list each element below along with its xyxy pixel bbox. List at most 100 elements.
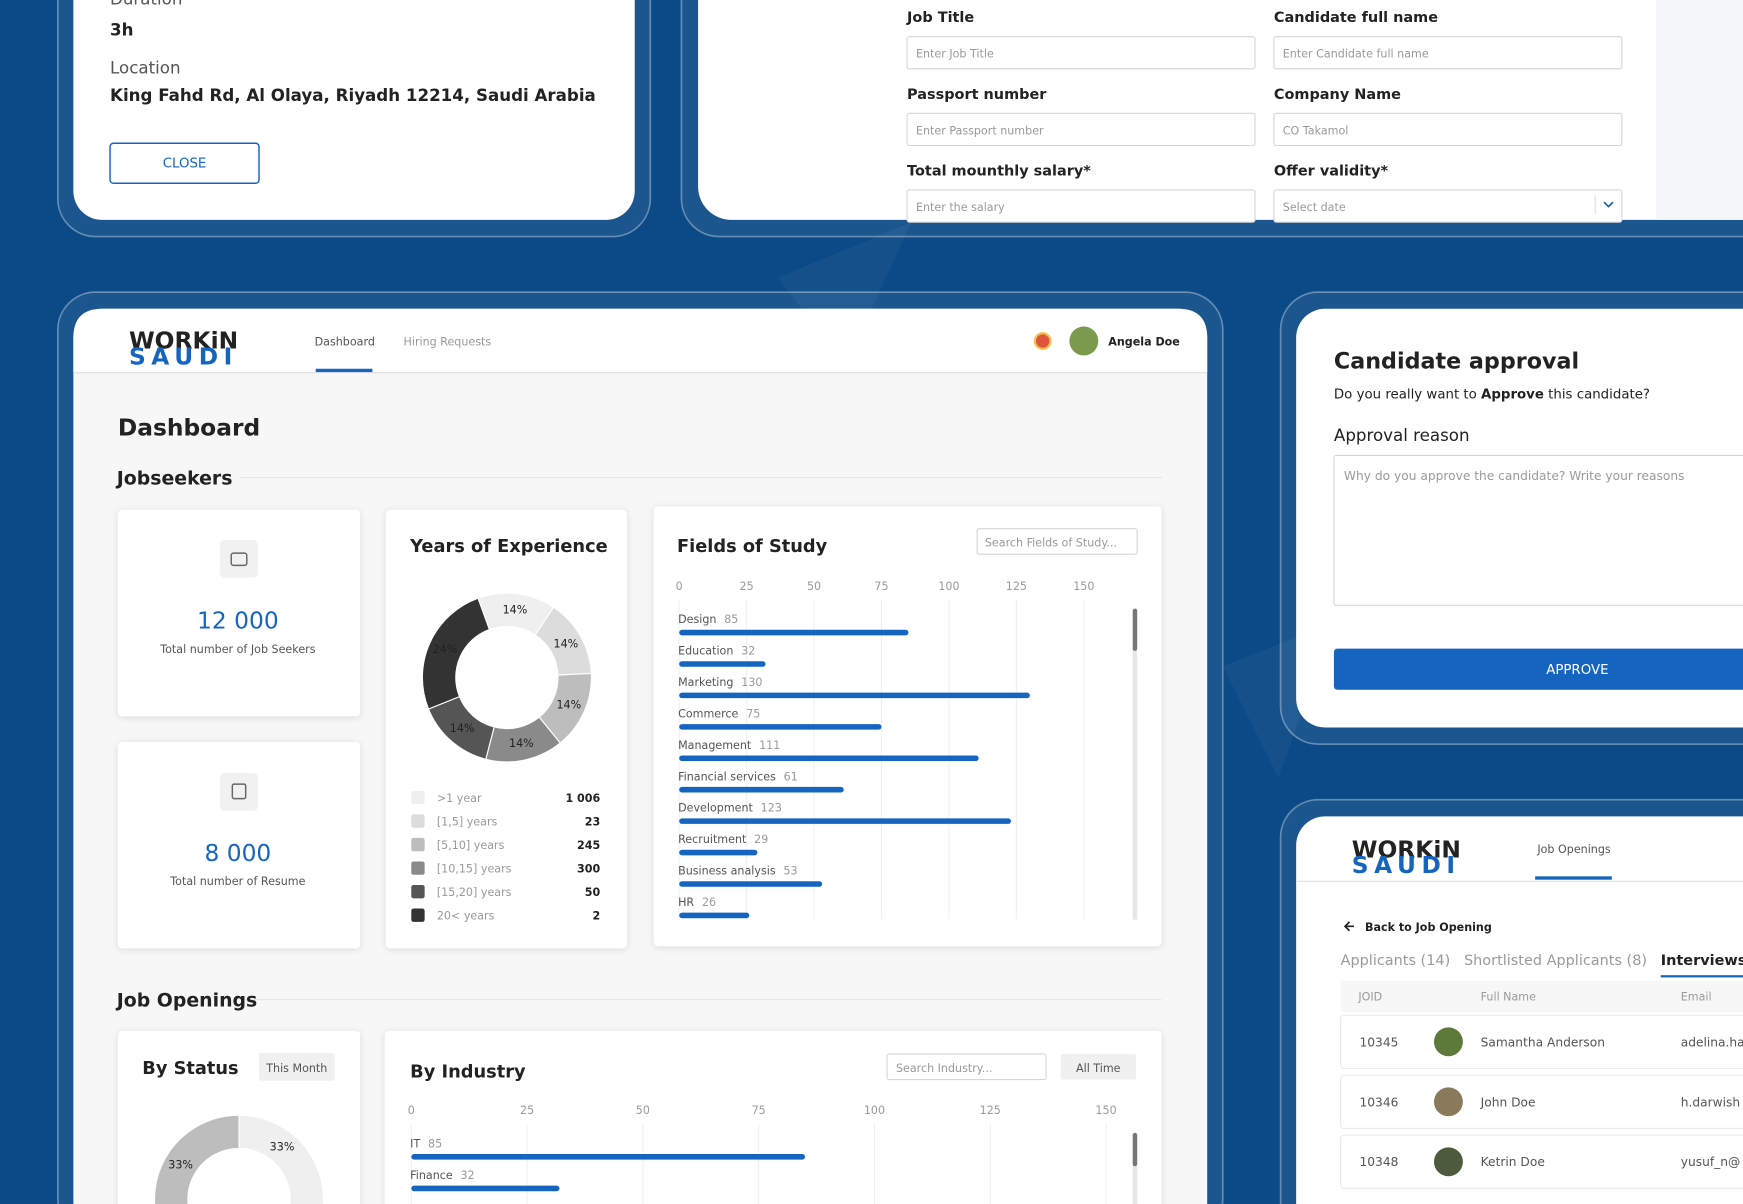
- input-placeholder[interactable]: Enter Passport number: [916, 124, 1044, 137]
- approve-button[interactable]: [1333, 648, 1743, 690]
- bar-value: 32: [741, 645, 755, 658]
- table-row: [1340, 1014, 1743, 1070]
- language-flag[interactable]: [1033, 332, 1052, 350]
- button-label[interactable]: CLOSE: [163, 157, 207, 172]
- legend-label: [5,10] years: [437, 839, 505, 852]
- question-part: this candidate?: [1544, 388, 1650, 403]
- form-label: Total mounthly salary*: [907, 163, 1091, 179]
- user-name[interactable]: Angela Doe: [1108, 335, 1180, 348]
- logo-top: WORKiN: [129, 327, 238, 355]
- nav-underline: [315, 368, 373, 373]
- resume-icon: [231, 783, 247, 800]
- close-button[interactable]: [109, 142, 260, 184]
- slice-label: 14%: [509, 737, 534, 750]
- legend-count: 2: [593, 910, 601, 923]
- table-cell: yusuf_n@: [1681, 1155, 1740, 1169]
- user-avatar[interactable]: [1069, 326, 1099, 356]
- bar: [679, 786, 844, 793]
- form-input[interactable]: [906, 189, 1256, 223]
- x-tick-label: 0: [676, 580, 683, 593]
- button-label[interactable]: This Month: [265, 1062, 327, 1075]
- period-button[interactable]: [259, 1052, 335, 1081]
- form-input[interactable]: [1273, 112, 1623, 147]
- x-tick-label: 125: [980, 1104, 1001, 1117]
- bar: [679, 755, 979, 762]
- form-label: Offer validity*: [1274, 163, 1389, 179]
- nav-item[interactable]: Hiring Requests: [404, 335, 492, 348]
- bar-value: 111: [759, 739, 780, 752]
- legend-swatch: [411, 885, 425, 899]
- form-input[interactable]: [906, 112, 1256, 147]
- question-part: Approve: [1481, 388, 1544, 403]
- tab[interactable]: Applicants (14): [1341, 953, 1451, 969]
- search-placeholder[interactable]: Search Industry...: [896, 1062, 992, 1075]
- input-placeholder[interactable]: Enter Candidate full name: [1283, 48, 1429, 61]
- stat-label: Total number of Job Seekers: [159, 643, 315, 656]
- slice-label: 14%: [503, 604, 528, 617]
- tab[interactable]: Shortlisted Applicants (8): [1464, 953, 1647, 969]
- form-input[interactable]: [906, 36, 1256, 70]
- scroll-thumb[interactable]: [1132, 1132, 1138, 1167]
- form-input[interactable]: [1273, 189, 1623, 223]
- input-placeholder[interactable]: Enter the salary: [916, 201, 1005, 214]
- fields-card: [653, 506, 1162, 947]
- button-label[interactable]: APPROVE: [1546, 663, 1608, 678]
- legend-swatch: [411, 790, 425, 805]
- bar-value: 61: [784, 770, 798, 783]
- card-title: By Status: [142, 1059, 238, 1079]
- bar-value: 29: [754, 833, 768, 846]
- input-placeholder[interactable]: Select date: [1283, 201, 1346, 214]
- table-cell: John Doe: [1480, 1095, 1536, 1109]
- bar-value: 123: [761, 802, 782, 815]
- details-card: [73, 0, 635, 220]
- dashboard-header: [73, 308, 1208, 373]
- applicant-avatar: [1433, 1027, 1463, 1057]
- input-placeholder[interactable]: CO Takamol: [1283, 124, 1349, 137]
- question: Do you really want to Approve this candi…: [1334, 388, 1650, 403]
- bar-value: 85: [428, 1137, 442, 1150]
- input-placeholder[interactable]: Enter Job Title: [916, 48, 994, 61]
- bar-label: Finance: [410, 1169, 453, 1182]
- nav-item[interactable]: Dashboard: [315, 335, 375, 348]
- scroll-thumb[interactable]: [1132, 608, 1138, 651]
- card-title: Candidate approval: [1334, 349, 1579, 375]
- donut-slice: [154, 1114, 240, 1204]
- form-input[interactable]: [1273, 36, 1623, 70]
- nav-underline: [1535, 876, 1612, 880]
- search-placeholder[interactable]: Search Fields of Study...: [985, 536, 1117, 549]
- x-tick-label: 100: [938, 580, 959, 593]
- search-input[interactable]: [976, 528, 1138, 555]
- back-arrow[interactable]: [1343, 921, 1354, 932]
- period-button[interactable]: [1060, 1054, 1137, 1080]
- applicant-avatar: [1433, 1147, 1463, 1177]
- bar-value: 85: [724, 613, 738, 626]
- back-link[interactable]: Back to Job Opening: [1365, 921, 1492, 934]
- column-header: Full Name: [1481, 991, 1536, 1004]
- scroll-track: [1132, 608, 1138, 920]
- bar-value: 53: [783, 865, 797, 878]
- section-heading: Job Openings: [115, 989, 258, 1011]
- tab[interactable]: Interviews (: [1661, 953, 1743, 969]
- table-row: [1340, 1074, 1743, 1130]
- bar-label: IT: [410, 1137, 420, 1150]
- bar-label: Education: [678, 645, 733, 658]
- textarea-placeholder[interactable]: Why do you approve the candidate? Write …: [1344, 469, 1685, 483]
- legend-label: [15,20] years: [437, 886, 512, 899]
- logo-bottom: SAUDI: [129, 342, 238, 370]
- bar-label: Management: [678, 739, 752, 752]
- search-input[interactable]: [886, 1053, 1047, 1081]
- donut-slice: [238, 1114, 324, 1204]
- form-label: Passport number: [907, 87, 1047, 103]
- slice-label: 24%: [433, 643, 458, 656]
- button-label[interactable]: All Time: [1076, 1062, 1121, 1075]
- stat-card: [117, 509, 361, 717]
- x-tick-label: 50: [636, 1104, 650, 1117]
- reason-textarea[interactable]: [1333, 454, 1743, 606]
- tab-underline: [1660, 975, 1743, 978]
- nav-item[interactable]: Job Openings: [1536, 843, 1611, 856]
- dropdown-chevron[interactable]: [1603, 201, 1614, 208]
- table-row: [1340, 1134, 1743, 1190]
- bar-label: Commerce: [678, 707, 738, 720]
- slice-label: 33%: [270, 1141, 295, 1154]
